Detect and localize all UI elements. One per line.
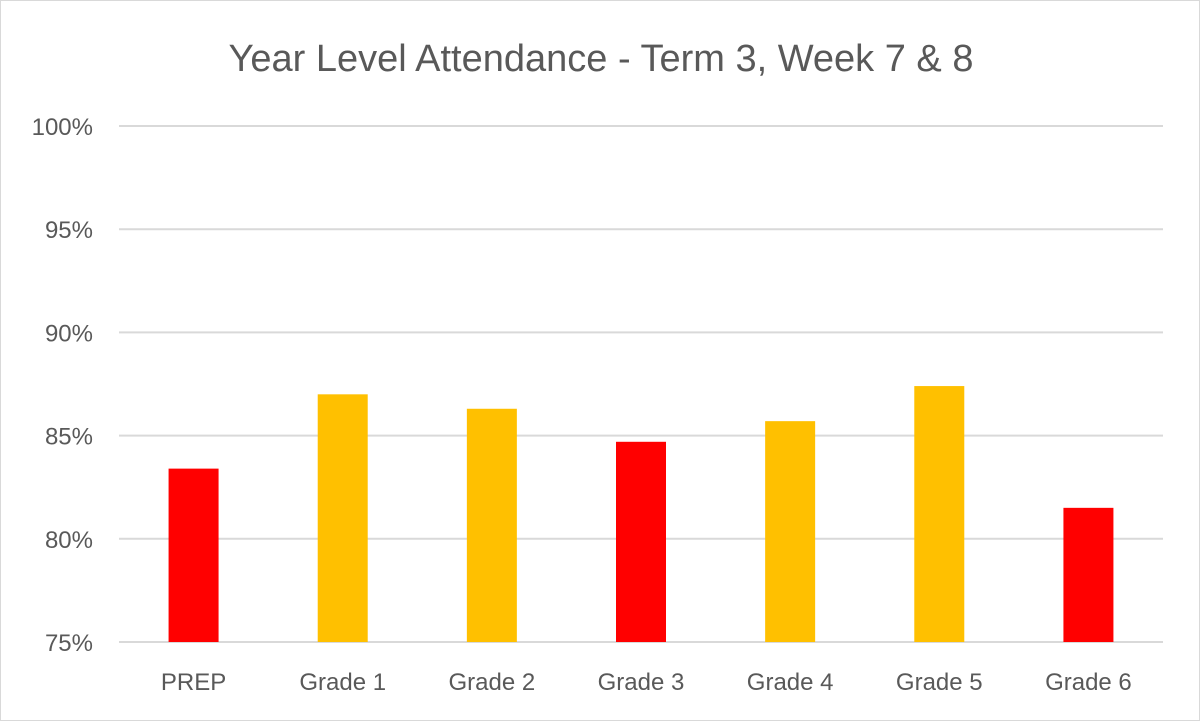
- bar-grade-4: [765, 421, 816, 642]
- bar-grade-3: [616, 441, 666, 642]
- y-tick-label: 100%: [32, 114, 93, 141]
- x-tick-label: Grade 4: [747, 669, 834, 696]
- y-tick-label: 85%: [45, 424, 93, 451]
- bar-prep: [168, 468, 219, 642]
- y-axis-ticks: 75% 80% 85% 90% 95% 100%: [32, 114, 93, 657]
- bar-grade-5: [914, 386, 965, 642]
- x-tick-label: Grade 6: [1045, 669, 1132, 696]
- x-tick-label: Grade 1: [299, 669, 386, 696]
- x-axis-ticks: PREP Grade 1 Grade 2 Grade 3 Grade 4 Grade 5 G…: [161, 669, 1132, 696]
- bars: [168, 386, 1114, 642]
- y-tick-label: 95%: [45, 217, 93, 244]
- chart-title: Year Level Attendance - Term 3, Week 7 &…: [229, 38, 974, 80]
- x-tick-label: Grade 2: [448, 669, 535, 696]
- gridlines: [119, 125, 1163, 643]
- x-tick-label: Grade 3: [598, 669, 685, 696]
- x-tick-label: PREP: [161, 669, 226, 696]
- y-tick-label: 90%: [45, 320, 93, 347]
- x-tick-label: Grade 5: [896, 669, 983, 696]
- y-tick-label: 75%: [45, 630, 93, 657]
- bar-grade-2: [466, 408, 517, 642]
- bar-grade-1: [317, 394, 368, 642]
- bar-grade-6: [1063, 507, 1114, 642]
- y-tick-label: 80%: [45, 527, 93, 554]
